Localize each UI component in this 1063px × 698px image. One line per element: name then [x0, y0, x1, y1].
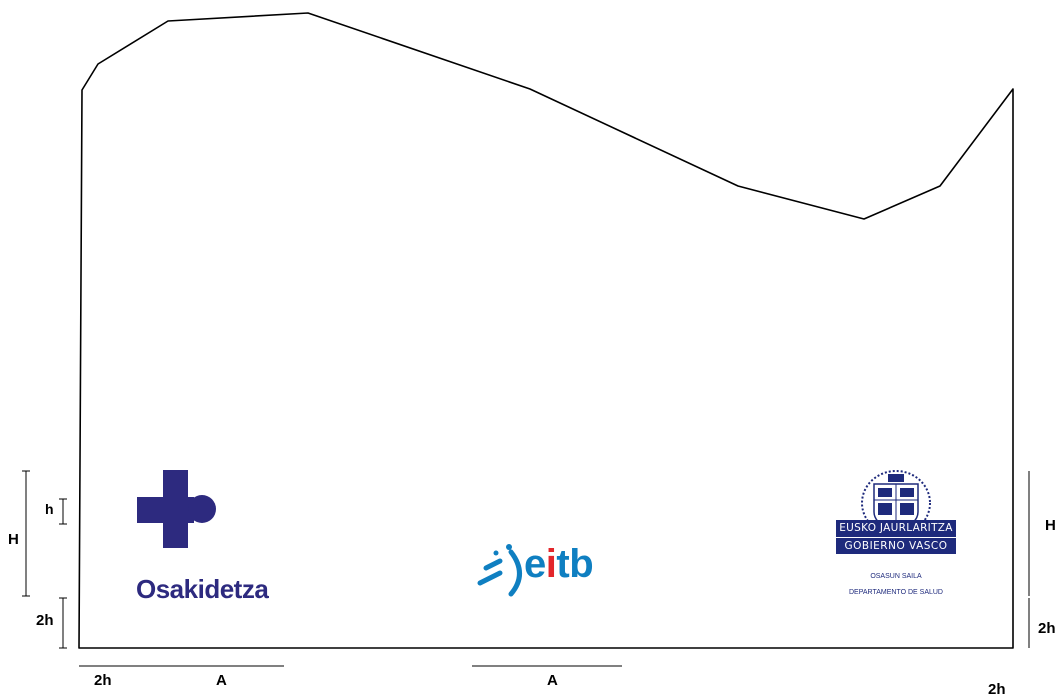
label-2h-bottom-right: 2h [988, 681, 1006, 698]
eitb-logo: eitb [472, 536, 632, 596]
label-A-bottom-left: A [216, 672, 227, 689]
gobierno-vasco-line2: GOBIERNO VASCO [844, 539, 948, 552]
label-2h-right: 2h [1038, 620, 1056, 637]
gobierno-vasco-banner: EUSKO JAURLARITZA GOBIERNO VASCO [836, 520, 956, 554]
osakidetza-symbol [137, 470, 216, 548]
label-H-left: H [8, 531, 19, 548]
eitb-letters-tb: tb [556, 542, 594, 586]
label-2h-left: 2h [36, 612, 54, 629]
gobierno-vasco-line1: EUSKO JAURLARITZA [836, 520, 956, 538]
eitb-letter-e: e [524, 542, 546, 586]
label-H-right: H [1045, 517, 1056, 534]
label-A-bottom-center: A [547, 672, 558, 689]
eitb-wordmark: eitb [524, 542, 594, 586]
eitb-letter-i: i [545, 542, 557, 586]
eitb-swoosh-icon [477, 544, 522, 597]
gobierno-vasco-sub2: DEPARTAMENTO DE SALUD [848, 589, 943, 596]
label-h-left: h [45, 501, 54, 517]
gobierno-vasco-sub1: OSASUN SAILA [870, 573, 922, 580]
panel-outline [78, 12, 1014, 649]
label-2h-bottom-left: 2h [94, 672, 112, 689]
left-dimension-markers [22, 470, 67, 649]
osakidetza-logo-text: Osakidetza [136, 574, 269, 604]
